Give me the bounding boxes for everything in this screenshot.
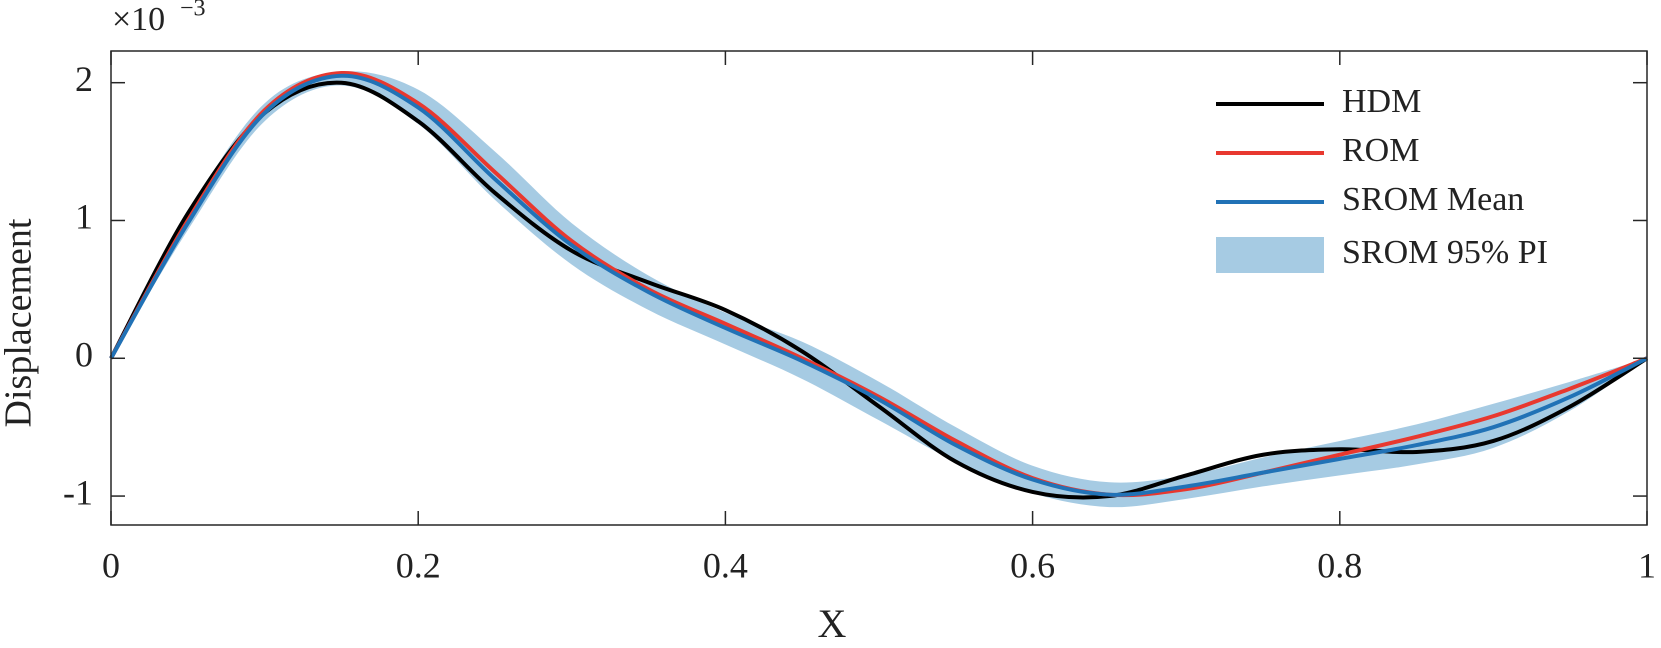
- legend-label: HDM: [1342, 83, 1421, 120]
- y-tick-label: -1: [63, 472, 93, 512]
- y-tick-label: 2: [75, 59, 93, 99]
- legend-label: SROM Mean: [1342, 181, 1524, 218]
- line: [109, 73, 1648, 497]
- x-tick-label: 0.8: [1317, 545, 1362, 585]
- legend-swatch: [1216, 237, 1324, 273]
- line: [109, 71, 1648, 498]
- x-tick-label: 0.4: [703, 545, 748, 585]
- y-scale-exponent: −3: [180, 0, 206, 22]
- legend-label: ROM: [1342, 132, 1419, 169]
- y-axis-label: Displacement: [0, 218, 40, 427]
- x-tick-label: 0: [102, 545, 120, 585]
- x-tick-label: 0.6: [1010, 545, 1055, 585]
- y-tick-label: 1: [75, 197, 93, 237]
- x-axis-label: X: [818, 601, 847, 646]
- legend-label: SROM 95% PI: [1342, 234, 1548, 271]
- x-tick-label: 1: [1638, 545, 1656, 585]
- x-tick-label: 0.2: [396, 545, 441, 585]
- y-tick-label: 0: [75, 335, 93, 375]
- axes-box: [110, 50, 1648, 526]
- y-scale-base: ×10: [112, 1, 165, 38]
